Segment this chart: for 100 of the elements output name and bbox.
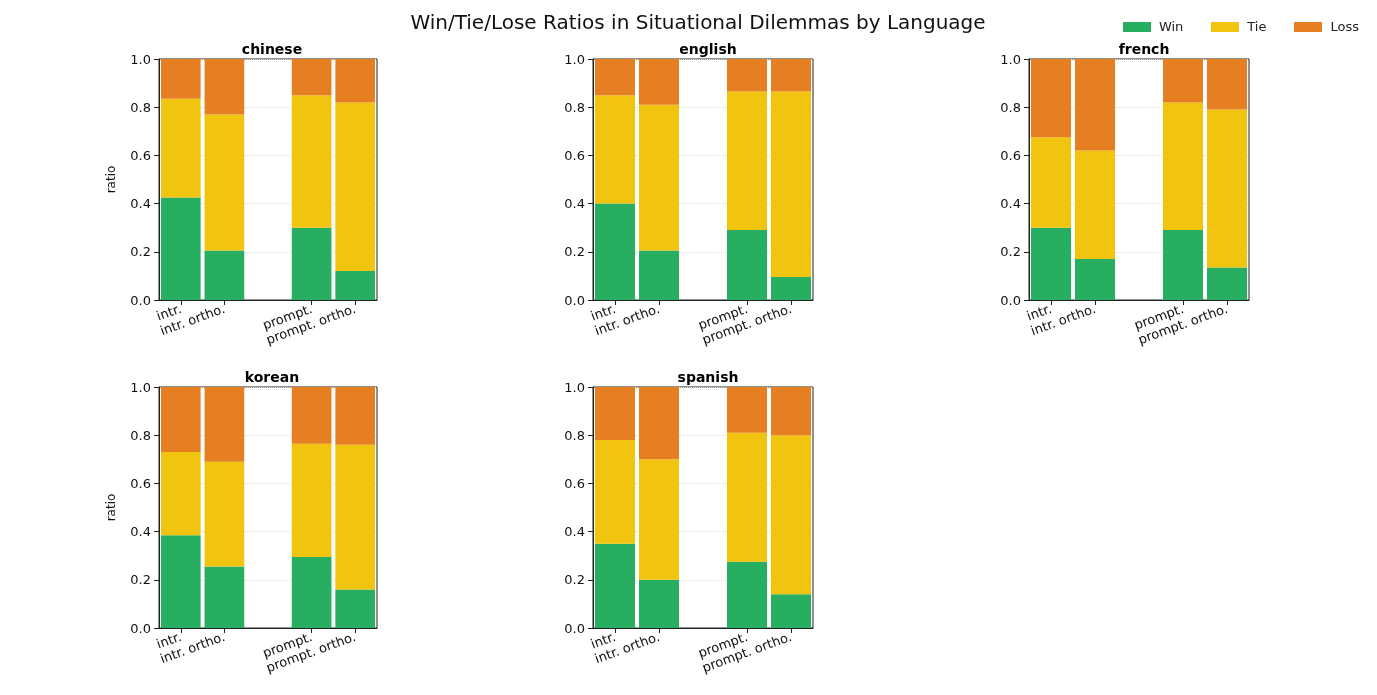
y-tick-label: 1.0 — [564, 379, 585, 395]
bar — [1074, 59, 1116, 151]
y-tick-label: 0.0 — [564, 292, 585, 308]
chart-title: chinese — [241, 41, 303, 57]
y-tick-label: 0.8 — [130, 99, 151, 115]
bar — [770, 594, 812, 628]
bar — [160, 98, 201, 198]
bar — [638, 459, 680, 580]
y-tick-label: 0.6 — [564, 147, 585, 163]
y-tick-label: 0.2 — [130, 244, 151, 260]
bar — [291, 59, 332, 96]
y-tick-label: 0.4 — [130, 524, 151, 540]
bar — [1206, 109, 1248, 268]
bar — [1074, 259, 1116, 300]
legend-label: Loss — [1330, 19, 1359, 34]
bar — [726, 230, 768, 300]
bar — [1162, 230, 1204, 300]
bar — [770, 91, 812, 278]
bar — [638, 387, 680, 460]
y-tick-label: 0.6 — [130, 147, 151, 163]
bar — [335, 444, 376, 590]
bar — [638, 59, 680, 105]
bar — [1162, 102, 1204, 231]
bar — [726, 59, 768, 92]
bar — [160, 197, 201, 300]
y-tick-label: 0.0 — [130, 292, 151, 308]
bar — [160, 452, 201, 536]
bar — [726, 91, 768, 231]
y-tick-label: 1.0 — [564, 51, 585, 67]
bar — [204, 461, 245, 567]
bar — [1074, 150, 1116, 260]
legend-label: Win — [1158, 19, 1184, 34]
chart-title: english — [679, 41, 737, 57]
y-tick-label: 0.6 — [130, 475, 151, 491]
bar — [638, 579, 680, 628]
bar — [594, 543, 636, 628]
y-tick-label: 0.6 — [564, 475, 585, 491]
y-tick-label: 0.4 — [130, 196, 151, 212]
y-tick-label: 0.2 — [1000, 244, 1021, 260]
y-tick-label: 0.0 — [1000, 292, 1021, 308]
bar — [770, 435, 812, 595]
bar — [335, 589, 376, 628]
bar — [1206, 267, 1248, 300]
chart-title: spanish — [677, 369, 739, 385]
y-tick-label: 0.6 — [1000, 147, 1021, 163]
chart-title: french — [1118, 41, 1170, 57]
bar — [160, 59, 201, 99]
bar — [770, 59, 812, 92]
y-tick-label: 0.4 — [564, 524, 585, 540]
bar — [291, 227, 332, 300]
y-tick-label: 0.0 — [564, 620, 585, 636]
y-tick-label: 0.8 — [564, 427, 585, 443]
bar — [594, 203, 636, 300]
bar — [160, 535, 201, 628]
bar — [638, 250, 680, 300]
bar — [204, 59, 245, 115]
bar — [204, 114, 245, 251]
text: Win/Tie/Lose Ratios in Situational Dilemmas by Language — [410, 10, 986, 34]
bar — [291, 443, 332, 557]
y-tick-label: 0.0 — [130, 620, 151, 636]
y-tick-label: 1.0 — [130, 51, 151, 67]
y-tick-label: 0.8 — [1000, 99, 1021, 115]
y-axis-title: ratio — [104, 493, 118, 522]
bar — [291, 387, 332, 444]
y-tick-label: 1.0 — [130, 379, 151, 395]
bar — [726, 432, 768, 562]
bar — [594, 95, 636, 204]
bar — [726, 387, 768, 433]
bar — [160, 387, 201, 453]
y-tick-label: 0.4 — [564, 196, 585, 212]
y-tick-label: 0.2 — [564, 244, 585, 260]
bar — [291, 95, 332, 228]
y-tick-label: 0.2 — [130, 572, 151, 588]
legend-label: Tie — [1247, 19, 1267, 34]
bar — [1206, 59, 1248, 110]
bar — [770, 277, 812, 300]
bar — [335, 59, 376, 103]
chart-title: korean — [244, 369, 300, 385]
y-tick-label: 0.8 — [564, 99, 585, 115]
y-tick-label: 0.8 — [130, 427, 151, 443]
bar — [1030, 137, 1072, 228]
bar — [335, 102, 376, 272]
bar — [594, 440, 636, 544]
bar — [204, 250, 245, 300]
bar — [1162, 59, 1204, 103]
y-tick-label: 0.4 — [1000, 196, 1021, 212]
bar — [1030, 59, 1072, 138]
y-tick-label: 0.2 — [564, 572, 585, 588]
bar — [1030, 227, 1072, 300]
bar — [594, 387, 636, 441]
bar — [594, 59, 636, 96]
y-tick-label: 1.0 — [1000, 51, 1021, 67]
bar — [204, 387, 245, 462]
bar — [291, 556, 332, 628]
bar — [335, 387, 376, 445]
y-axis-title: ratio — [104, 165, 118, 194]
bar — [726, 561, 768, 628]
bar — [638, 104, 680, 251]
bar — [204, 566, 245, 628]
bar — [770, 387, 812, 436]
